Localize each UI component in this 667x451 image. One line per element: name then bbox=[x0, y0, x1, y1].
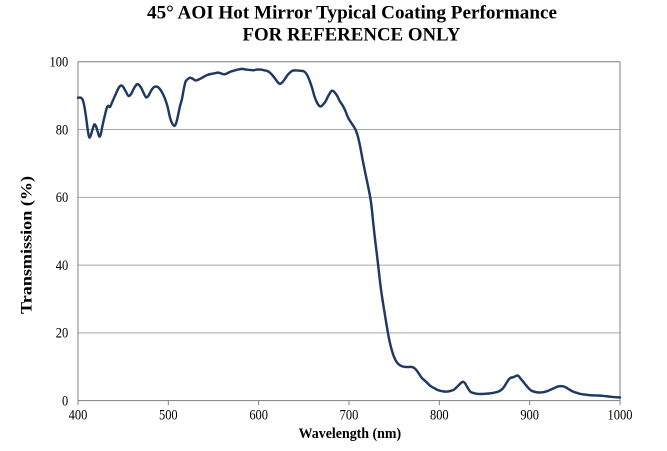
svg-text:700: 700 bbox=[340, 408, 359, 424]
svg-text:600: 600 bbox=[249, 408, 268, 424]
svg-text:900: 900 bbox=[520, 408, 539, 424]
svg-text:0: 0 bbox=[62, 393, 68, 409]
svg-text:500: 500 bbox=[159, 408, 178, 424]
svg-text:80: 80 bbox=[56, 122, 69, 138]
svg-text:FOR REFERENCE ONLY: FOR REFERENCE ONLY bbox=[243, 26, 462, 46]
svg-text:40: 40 bbox=[56, 258, 69, 274]
svg-text:60: 60 bbox=[56, 190, 69, 206]
svg-text:100: 100 bbox=[50, 55, 69, 71]
svg-text:45° AOI Hot Mirror Typical Coa: 45° AOI Hot Mirror Typical Coating Perfo… bbox=[147, 4, 557, 24]
svg-text:20: 20 bbox=[56, 326, 69, 342]
svg-text:Wavelength (nm): Wavelength (nm) bbox=[299, 426, 402, 442]
svg-text:800: 800 bbox=[430, 408, 449, 424]
svg-text:400: 400 bbox=[69, 408, 88, 424]
svg-text:1000: 1000 bbox=[608, 408, 633, 424]
svg-text:Transmission (%): Transmission (%) bbox=[19, 176, 36, 314]
